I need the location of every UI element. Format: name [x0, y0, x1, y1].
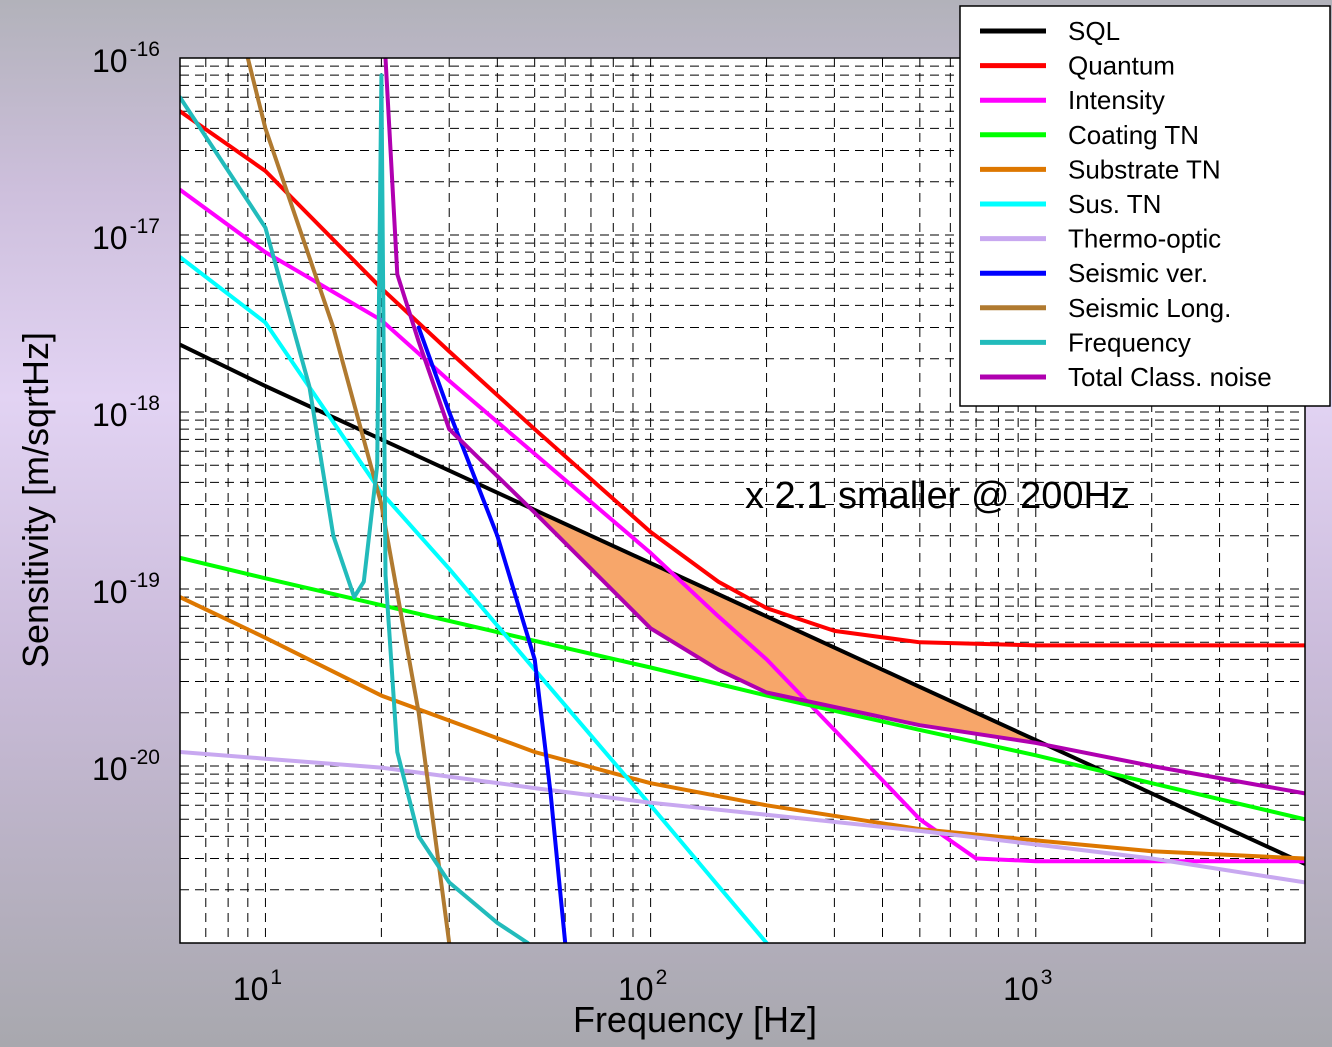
legend-label-1: Quantum — [1068, 51, 1175, 81]
legend-label-10: Total Class. noise — [1068, 362, 1272, 392]
plot-frame — [179, 57, 1306, 944]
legend-label-7: Seismic ver. — [1068, 258, 1208, 288]
series-line-5 — [180, 255, 769, 943]
legend-label-6: Thermo-optic — [1068, 224, 1221, 254]
y-axis-title: Sensitivity [m/sqrtHz] — [15, 332, 56, 668]
series-line-2 — [180, 187, 1305, 864]
y-tick-exponent: -18 — [130, 392, 160, 415]
y-tick-label: 10-18 — [92, 392, 160, 433]
series-line-0 — [180, 342, 1305, 866]
annotation-text: x 2.1 smaller @ 200Hz — [745, 475, 1130, 517]
series-line-8 — [245, 58, 452, 943]
series-layer — [180, 58, 1305, 943]
legend-label-2: Intensity — [1068, 85, 1165, 115]
y-tick-exponent: -20 — [130, 746, 160, 769]
legend-label-0: SQL — [1068, 16, 1120, 46]
y-tick-exponent: -16 — [130, 38, 160, 61]
y-tick-labels: 10-16 10-17 10-18 10-19 10-20 — [92, 38, 160, 787]
y-tick-label: 10-19 — [92, 569, 160, 610]
series-line-6 — [180, 750, 1305, 885]
legend-label-5: Sus. TN — [1068, 189, 1161, 219]
x-tick-label: 101 — [233, 966, 282, 1007]
legend-label-4: Substrate TN — [1068, 154, 1221, 184]
legend-label-3: Coating TN — [1068, 120, 1199, 150]
y-tick-label: 10-16 — [92, 38, 160, 79]
x-tick-exponent: 3 — [1041, 966, 1053, 989]
y-tick-exponent: -17 — [130, 215, 160, 238]
y-tick-label: 10-20 — [92, 746, 160, 787]
x-axis-title: Frequency [Hz] — [573, 999, 817, 1040]
grid — [179, 57, 1306, 944]
series-line-1 — [180, 109, 1305, 648]
x-tick-exponent: 2 — [656, 966, 668, 989]
series-line-3 — [180, 555, 1305, 822]
x-tick-exponent: 1 — [270, 966, 282, 989]
y-tick-label: 10-17 — [92, 215, 160, 256]
series-line-7 — [416, 325, 568, 943]
series-line-9 — [180, 73, 530, 943]
legend-label-8: Seismic Long. — [1068, 293, 1231, 323]
legend-label-9: Frequency — [1068, 327, 1191, 357]
x-tick-label: 103 — [1003, 966, 1052, 1007]
y-tick-exponent: -19 — [130, 569, 160, 592]
series-line-10 — [383, 58, 1305, 796]
legend: SQL Quantum Intensity Coating TN Substrate T… — [959, 5, 1331, 407]
series-line-4 — [180, 595, 1305, 861]
